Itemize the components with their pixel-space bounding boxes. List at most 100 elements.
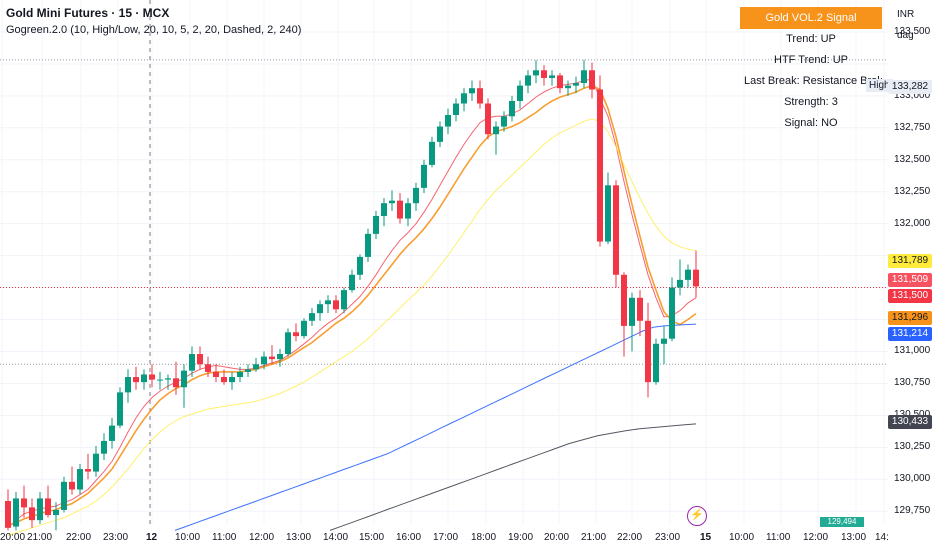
price-tag: 131,789 — [888, 254, 932, 268]
candle — [533, 60, 539, 84]
high-label: High — [866, 79, 893, 92]
candle — [597, 75, 603, 247]
candle-body — [453, 103, 459, 116]
candle-body — [29, 507, 35, 521]
candle-body — [285, 332, 291, 355]
time-label: 23:00 — [655, 532, 681, 543]
candle — [405, 198, 411, 227]
candle-body — [269, 356, 275, 360]
candle — [293, 323, 299, 342]
candle-body — [573, 83, 579, 86]
candle-body — [301, 320, 307, 337]
time-label: 15:00 — [359, 532, 385, 543]
candle — [69, 466, 75, 495]
candle — [181, 364, 187, 408]
candle — [285, 328, 291, 357]
series-line — [7, 84, 697, 527]
candle-body — [373, 215, 379, 234]
candle-body — [581, 70, 587, 84]
candle-body — [405, 203, 411, 219]
candle — [45, 485, 51, 518]
candle-body — [349, 274, 355, 291]
candle-body — [389, 200, 395, 204]
time-label: 12 — [146, 532, 158, 543]
candle-body — [237, 371, 243, 378]
candle — [685, 264, 691, 288]
candle — [445, 108, 451, 135]
candle — [493, 121, 499, 155]
candle — [157, 371, 163, 390]
candle — [461, 88, 467, 112]
time-label: 14: — [875, 532, 889, 543]
time-label: 22:00 — [617, 532, 643, 543]
candle — [501, 111, 507, 132]
candle-body — [533, 70, 539, 76]
candle — [485, 98, 491, 140]
indicator-legend[interactable]: Gogreen.2.0 (10, High/Low, 20, 10, 5, 2,… — [6, 24, 302, 36]
candle-body — [653, 343, 659, 383]
candle-body — [21, 498, 27, 508]
candle — [93, 446, 99, 477]
series-line — [174, 323, 697, 531]
candle-body — [413, 187, 419, 204]
candle — [261, 351, 267, 370]
candle-body — [501, 116, 507, 127]
candle — [317, 300, 323, 321]
candle — [37, 492, 43, 524]
candles — [5, 59, 699, 531]
candle-body — [181, 370, 187, 388]
price-tag: 131,509 — [888, 273, 932, 287]
time-label: 22:00 — [66, 532, 92, 543]
candle — [133, 366, 139, 390]
candle-body — [341, 290, 347, 310]
series-line — [7, 78, 697, 529]
price-tick: 130,250 — [894, 441, 931, 453]
time-label: 13:00 — [286, 532, 312, 543]
candle-body — [461, 93, 467, 104]
time-label: 21:00 — [581, 532, 607, 543]
symbol-title[interactable]: Gold Mini Futures · 15 · MCX — [6, 6, 170, 20]
series-line — [7, 118, 697, 536]
candle-body — [397, 200, 403, 219]
candle-body — [37, 498, 43, 521]
candle — [205, 356, 211, 378]
candle — [13, 492, 19, 531]
candle — [477, 80, 483, 109]
candle — [237, 366, 243, 383]
candle — [333, 295, 339, 314]
candle-body — [117, 392, 123, 426]
candle — [101, 433, 107, 461]
signal-trend: Trend: UP — [786, 33, 836, 45]
candle — [21, 485, 27, 518]
candle-body — [109, 425, 115, 441]
currency-label[interactable]: INR — [897, 9, 915, 20]
candle — [693, 250, 699, 298]
candle — [437, 121, 443, 147]
candle-body — [493, 126, 499, 135]
candle-body — [509, 100, 515, 117]
signal-panel: Gold VOL.2 Signal Trend: UP HTF Trend: U… — [740, 7, 882, 134]
time-label: 11:00 — [212, 532, 237, 543]
candle — [509, 95, 515, 122]
lightning-icon[interactable]: ⚡ — [687, 506, 707, 526]
time-label: 17:00 — [433, 532, 459, 543]
candle — [525, 70, 531, 94]
candle-body — [693, 269, 699, 287]
candle-body — [317, 304, 323, 314]
candle-body — [437, 126, 443, 142]
candle — [373, 210, 379, 239]
time-label: 15 — [700, 532, 712, 543]
candle-body — [621, 274, 627, 326]
candle — [173, 361, 179, 395]
candle-body — [485, 103, 491, 135]
chart-grid — [0, 31, 888, 512]
price-chart[interactable] — [0, 0, 888, 550]
candle-body — [357, 256, 363, 275]
candle-body — [381, 203, 387, 216]
candle — [613, 180, 619, 288]
candle-body — [13, 498, 19, 527]
price-tag: 131,296 — [888, 311, 932, 325]
candle — [549, 70, 555, 86]
candle — [653, 338, 659, 385]
candle-body — [5, 500, 11, 528]
